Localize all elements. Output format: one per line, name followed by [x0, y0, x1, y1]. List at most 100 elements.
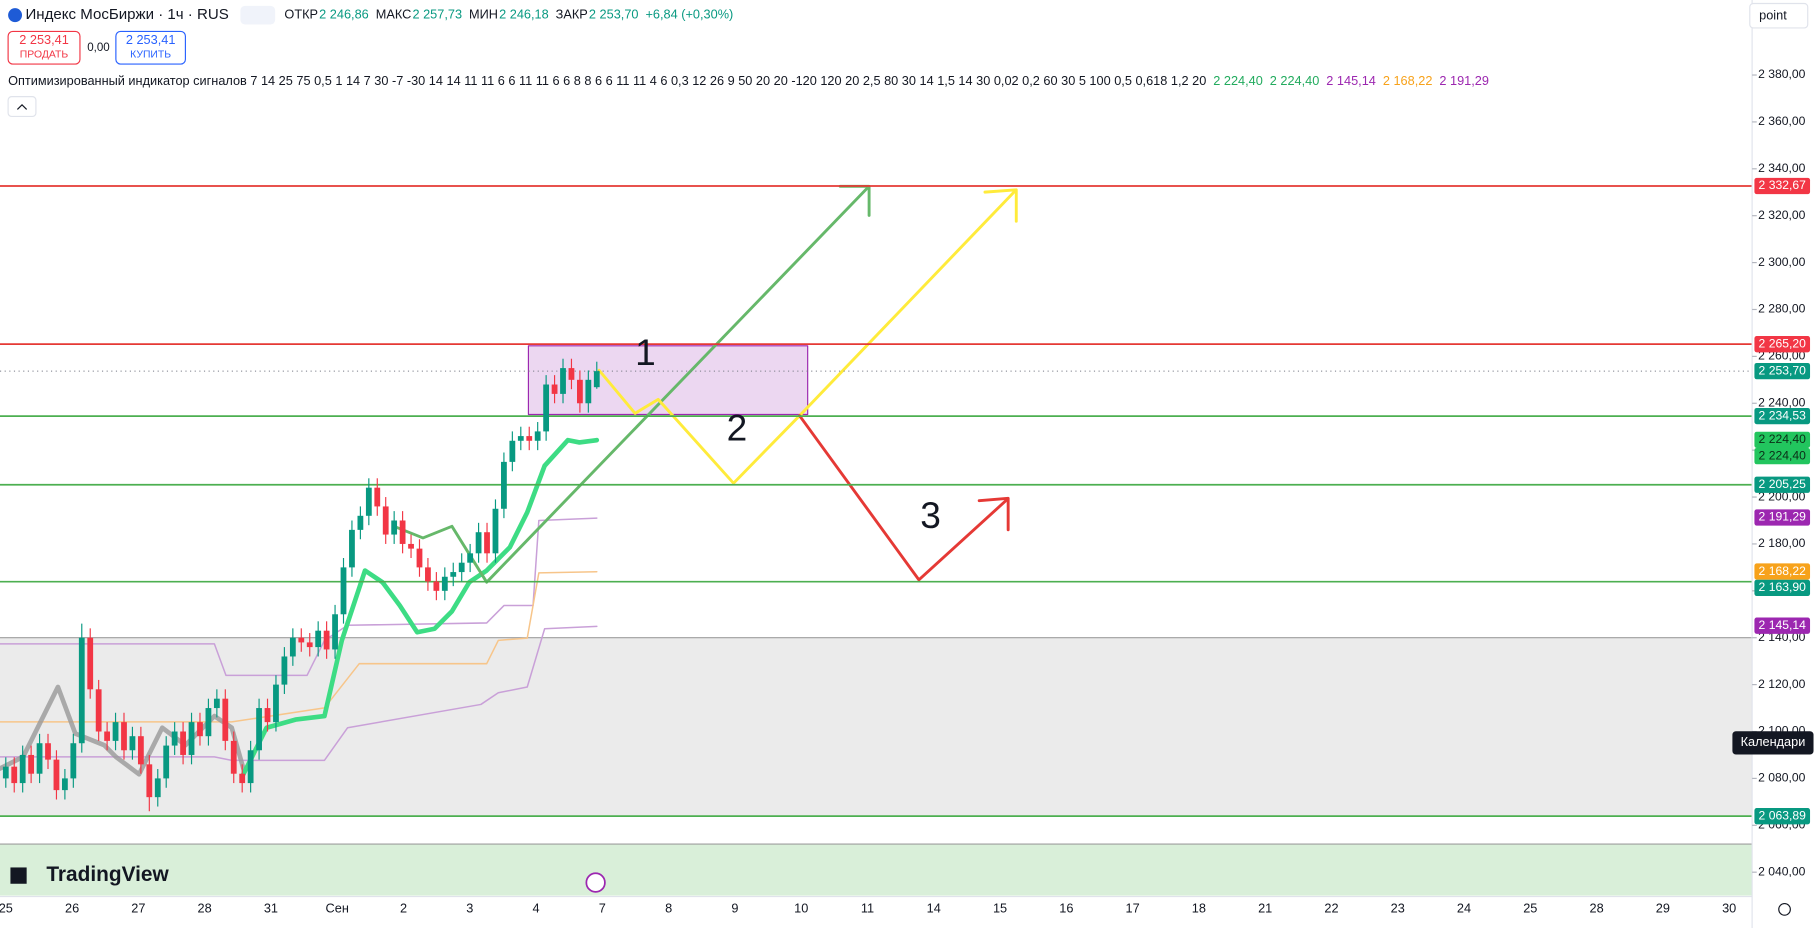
candle-body [298, 637, 305, 643]
candle-body [247, 750, 254, 784]
price-tag [1754, 476, 1811, 493]
candle-body [399, 520, 406, 544]
candle-body [501, 461, 507, 509]
ohlc-label: МИН [469, 6, 498, 21]
range-box[interactable] [527, 345, 809, 416]
annotation: 3 [920, 494, 941, 536]
candle-body [517, 436, 524, 441]
price-tag-label: 2 332,67 [1759, 178, 1807, 192]
price-tag-label: 2 253,70 [1759, 363, 1807, 377]
flag-icon [8, 8, 23, 23]
x-tick-label: 25 [0, 901, 13, 916]
candle-body [391, 520, 398, 535]
candle-body [509, 440, 516, 462]
x-tick-label: 17 [1126, 901, 1140, 916]
red-arrowhead [977, 496, 1010, 532]
x-tick-label: 8 [665, 901, 672, 916]
y-tick-label: 2 080,00 [1758, 771, 1806, 785]
candle-body [137, 736, 144, 765]
candle-body [551, 384, 558, 394]
green-path[interactable] [392, 187, 869, 584]
price-tag [1754, 808, 1811, 825]
settings-icon[interactable] [1778, 902, 1791, 916]
collapse-button[interactable] [7, 96, 37, 118]
candle-body [61, 778, 68, 791]
events-icon[interactable] [585, 872, 606, 893]
sell-label: ПРОДАТЬ [20, 49, 69, 60]
ohlc-label: ЗАКР [556, 6, 588, 21]
candle-body [121, 722, 127, 751]
candle-body [374, 487, 381, 507]
buy-price: 2 253,41 [126, 32, 176, 47]
candle-body [357, 515, 364, 530]
price-tag-label: 2 205,25 [1759, 477, 1807, 491]
indicator-value: 2 145,14 [1326, 73, 1376, 88]
candle-body [112, 722, 119, 741]
x-tick-label: 10 [794, 901, 808, 916]
change: +6,84 (+0,30%) [645, 6, 733, 21]
candle-body [577, 379, 583, 404]
y-tick-label: 2 180,00 [1758, 536, 1806, 550]
price-tag [1754, 362, 1811, 380]
candle-body [281, 656, 288, 685]
candle-body [560, 368, 566, 394]
candle-body [484, 532, 490, 554]
candle-body [129, 736, 136, 751]
price-tag [1754, 177, 1811, 195]
candle-body [230, 740, 237, 774]
indicator-value: 2 224,40 [1270, 73, 1320, 88]
price-tag [1754, 407, 1811, 425]
x-tick-label: 14 [927, 901, 941, 916]
candle-body [70, 743, 77, 779]
price-tag [1754, 563, 1811, 580]
indicator-line [0, 684, 246, 777]
indicator-value: 2 191,29 [1439, 73, 1489, 88]
sell-button[interactable] [7, 30, 81, 65]
logo-icon [10, 867, 27, 884]
candle-body [19, 754, 26, 784]
x-tick-label: Сен [326, 901, 349, 916]
collapse-icon [16, 103, 28, 110]
indicator-value: 2 224,40 [1213, 73, 1263, 88]
candle-body [222, 698, 229, 741]
candle-body [467, 553, 474, 563]
y-tick-label: 2 320,00 [1758, 208, 1806, 222]
candle-body [171, 731, 178, 746]
red-path[interactable] [798, 414, 1008, 582]
price-tag [1754, 447, 1811, 465]
annotation: 1 [635, 331, 656, 373]
x-tick-label: 27 [131, 901, 145, 916]
x-tick-label: 25 [1523, 901, 1537, 916]
candle-body [273, 684, 279, 723]
buy-button[interactable] [115, 30, 186, 65]
candle-body [315, 630, 322, 648]
sell-price: 2 253,41 [19, 32, 69, 47]
candle-body [340, 567, 347, 615]
candle-body [433, 581, 440, 591]
candle-body [543, 384, 550, 432]
x-tick-label: 23 [1391, 901, 1405, 916]
x-tick-label: 3 [466, 901, 473, 916]
x-tick-label: 22 [1324, 901, 1338, 916]
price-tag-label: 2 265,20 [1759, 336, 1807, 350]
ohlc-label: МАКС [376, 6, 412, 21]
ohlc-value: 2 246,18 [499, 6, 549, 21]
tooltip-box [1732, 731, 1814, 755]
yellow-path[interactable] [597, 190, 1016, 485]
candle-body [306, 642, 313, 648]
scale-mode-button[interactable] [1749, 2, 1809, 29]
candle-body [365, 487, 372, 516]
y-tick-label: 2 280,00 [1758, 302, 1806, 316]
symbol: Индекс МосБиржи · 1ч · RUS [25, 6, 228, 23]
candle-body [593, 371, 600, 388]
candle-body [95, 689, 102, 732]
tooltip: Календари [1741, 734, 1806, 749]
price-tag-label: 2 168,22 [1759, 564, 1807, 578]
x-tick-label: 4 [533, 901, 540, 916]
watermark: TradingView [46, 863, 169, 886]
price-tag-label: 2 234,53 [1759, 408, 1807, 422]
price-tag-label: 2 191,29 [1759, 510, 1807, 524]
x-tick-label: 24 [1457, 901, 1471, 916]
candle-body [146, 764, 153, 798]
